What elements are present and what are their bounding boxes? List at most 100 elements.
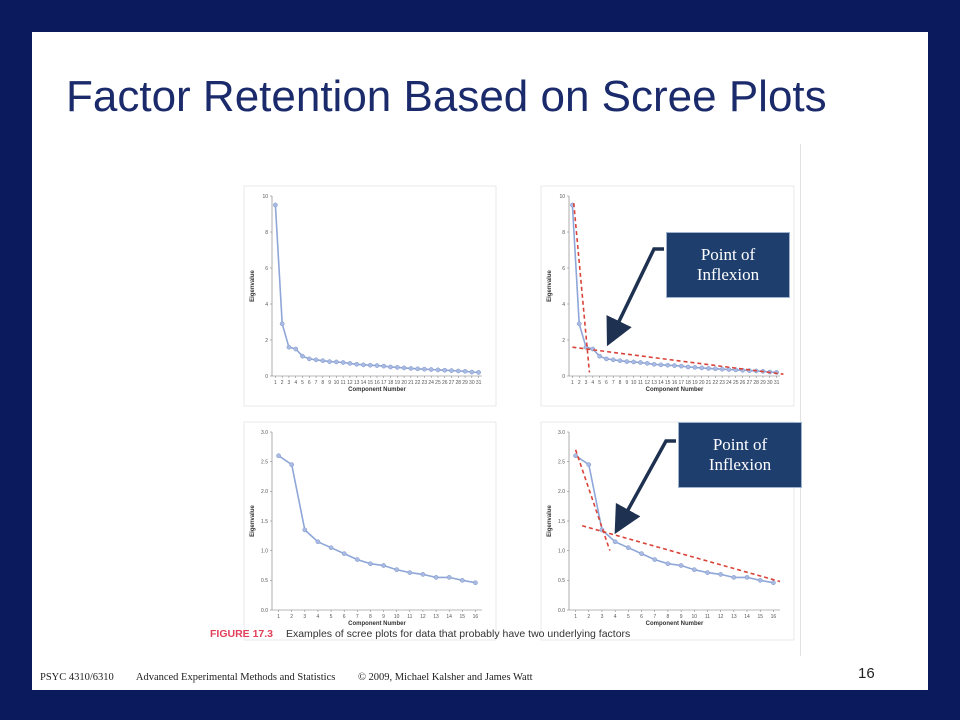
x-tick-label: 15 — [460, 614, 466, 620]
inflexion-fit-line-2 — [581, 524, 781, 583]
data-point — [658, 362, 664, 368]
x-tick-label: 30 — [469, 380, 475, 386]
scree-panel-3: 0.00.51.01.52.02.53.01 2 3 4 5 6 7 8 9 10 11 12 13 14… — [243, 421, 497, 641]
data-point — [712, 366, 718, 372]
figure-caption: FIGURE 17.3 Examples of scree plots for … — [210, 628, 630, 640]
x-tick-label: 22 — [415, 380, 421, 386]
x-tick-label: 14 — [658, 380, 664, 386]
y-tick-label: 0 — [562, 374, 565, 380]
inflexion-fit-line-2 — [572, 346, 784, 375]
x-tick-label: 27 — [449, 380, 455, 386]
data-point — [273, 202, 278, 208]
x-tick-label: 2 — [281, 380, 284, 386]
slide-title: Factor Retention Based on Scree Plots — [66, 72, 827, 121]
data-point — [435, 367, 441, 373]
x-tick-label: 14 — [744, 614, 750, 620]
y-tick-label: 0.5 — [558, 578, 565, 584]
data-point — [726, 367, 732, 372]
data-point — [394, 365, 400, 370]
x-tick-label: 11 — [407, 614, 412, 620]
x-tick-label: 7 — [612, 380, 615, 386]
data-point — [651, 361, 657, 367]
x-tick-label: 4 — [591, 380, 594, 386]
x-tick-label: 20 — [699, 380, 705, 386]
x-tick-label: 7 — [653, 614, 656, 620]
data-point — [706, 366, 711, 371]
data-point — [313, 357, 319, 363]
data-point — [462, 368, 468, 374]
x-tick-label: 29 — [462, 380, 468, 386]
data-point — [757, 577, 763, 583]
data-point — [341, 551, 347, 556]
y-tick-label: 0.5 — [261, 578, 268, 584]
callout-top-line1: Point of — [700, 245, 756, 264]
data-point — [408, 366, 414, 371]
y-tick-label: 3.0 — [261, 430, 268, 436]
x-tick-label: 2 — [290, 614, 293, 620]
data-point — [455, 368, 461, 374]
x-tick-label: 5 — [627, 614, 630, 620]
data-point — [381, 563, 386, 568]
panel-frame — [243, 185, 497, 407]
data-point — [719, 366, 725, 372]
x-tick-label: 5 — [598, 380, 601, 386]
x-tick-label: 3 — [303, 614, 306, 620]
panel-frame — [540, 421, 795, 641]
x-tick-label: 22 — [713, 380, 719, 386]
x-tick-label: 27 — [747, 380, 753, 386]
y-axis-label: Eigenvalue — [250, 270, 256, 302]
x-tick-label: 1 — [277, 614, 280, 620]
x-tick-label: 1 — [571, 380, 574, 386]
x-tick-label: 1 — [574, 614, 577, 620]
y-tick-label: 2.5 — [558, 459, 565, 465]
data-point — [327, 359, 332, 364]
x-tick-label: 26 — [740, 380, 746, 386]
x-tick-label: 11 — [638, 380, 643, 386]
y-tick-label: 3.0 — [558, 430, 565, 436]
data-point — [610, 357, 616, 363]
x-tick-label: 4 — [294, 380, 297, 386]
data-point — [442, 367, 448, 373]
inflexion-callout-bottom: Point of Inflexion — [678, 422, 802, 488]
callout-top-line2: Inflexion — [696, 265, 760, 284]
x-tick-label: 31 — [774, 380, 780, 386]
data-point — [624, 359, 630, 364]
x-tick-label: 6 — [308, 380, 311, 386]
data-point — [586, 462, 592, 467]
x-tick-label: 25 — [435, 380, 441, 386]
figure-caption-text: Examples of scree plots for data that pr… — [285, 628, 631, 640]
data-point — [672, 363, 677, 368]
data-point — [691, 567, 697, 573]
x-tick-label: 16 — [374, 380, 380, 386]
x-tick-label: 7 — [356, 614, 359, 620]
data-point — [573, 453, 578, 459]
data-point — [286, 344, 292, 350]
series-line — [274, 204, 479, 374]
data-point — [302, 527, 308, 533]
inflexion-fit-line-1 — [574, 449, 611, 551]
x-tick-label: 15 — [665, 380, 671, 386]
y-tick-label: 6 — [562, 266, 565, 272]
y-tick-label: 8 — [562, 230, 565, 236]
footer-copyright: © 2009, Michael Kalsher and James Watt — [357, 672, 533, 683]
data-point — [428, 367, 434, 372]
data-point — [612, 539, 618, 545]
x-tick-label: 9 — [382, 614, 385, 620]
y-tick-label: 0.0 — [261, 608, 268, 614]
y-tick-label: 2.5 — [261, 459, 268, 465]
x-tick-label: 25 — [733, 380, 739, 386]
x-tick-label: 16 — [672, 380, 678, 386]
figure-caption-label: FIGURE 17.3 — [210, 628, 274, 640]
x-tick-label: 24 — [428, 380, 434, 386]
x-tick-label: 11 — [341, 380, 346, 386]
y-tick-label: 1.0 — [261, 548, 268, 554]
data-point — [604, 356, 609, 362]
x-tick-label: 6 — [343, 614, 346, 620]
data-point — [367, 362, 373, 368]
x-tick-label: 14 — [446, 614, 452, 620]
data-point — [347, 361, 353, 366]
x-tick-label: 4 — [614, 614, 617, 620]
x-tick-label: 8 — [321, 380, 324, 386]
